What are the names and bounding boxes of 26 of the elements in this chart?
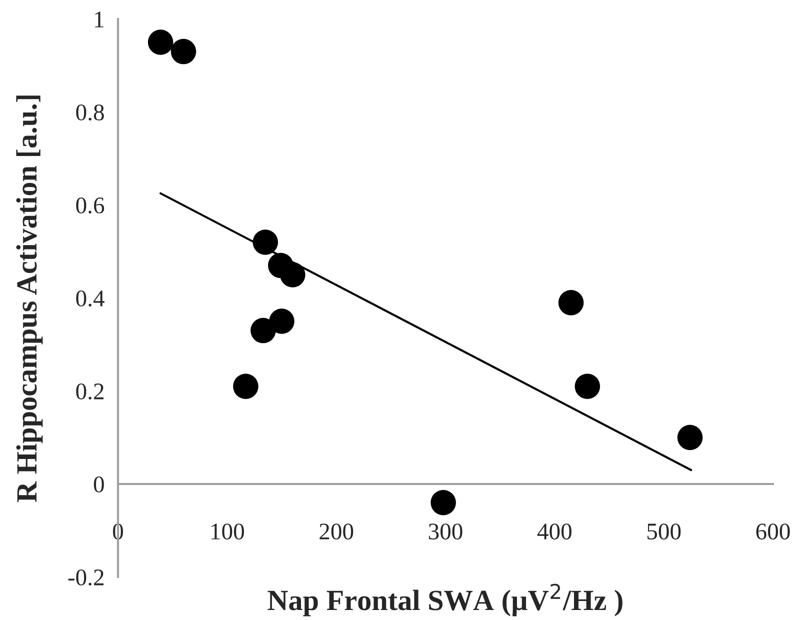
point — [250, 318, 276, 344]
y-tick-label: 0 — [94, 476, 104, 492]
y-axis-title: R Hippocampus Activation [a.u.] — [16, 96, 43, 502]
y-tick-label: 0.2 — [76, 383, 104, 400]
y-tick-label: 0.6 — [76, 197, 104, 214]
point — [269, 308, 294, 334]
x-axis-title: Nap Frontal SWA (µV$^{2}$/Hz ) — [268, 584, 622, 616]
x-tick-label: 300 — [428, 524, 462, 540]
point — [233, 374, 258, 399]
y-tick-label: 0.8 — [76, 104, 104, 121]
y-tick-label: 0.4 — [76, 290, 104, 307]
point — [170, 38, 196, 64]
y-tick-label: -0.2 — [68, 569, 104, 586]
point — [677, 424, 703, 450]
x-tick-label: 200 — [320, 524, 354, 540]
x-tick-label: 400 — [537, 524, 572, 540]
x-tick-label: 600 — [756, 524, 790, 540]
point — [280, 262, 306, 288]
x-tick-label: 500 — [647, 524, 681, 540]
x-tick-label: 100 — [212, 524, 244, 540]
point — [558, 290, 584, 316]
point — [252, 230, 278, 255]
y-tick-label: 1 — [95, 12, 104, 28]
point — [430, 490, 456, 516]
point — [148, 30, 174, 55]
point — [574, 374, 600, 399]
